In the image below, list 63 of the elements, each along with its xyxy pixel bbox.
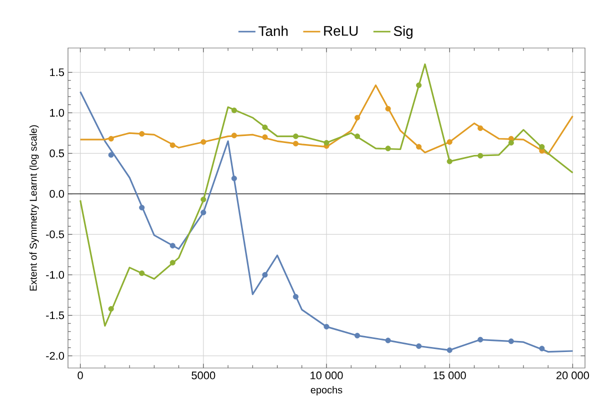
point — [292, 294, 299, 300]
y-tick-label: -0.5 — [46, 230, 64, 238]
point — [478, 336, 484, 342]
y-tick-label: -1.0 — [46, 270, 64, 279]
point — [231, 108, 237, 114]
point — [231, 132, 237, 138]
point — [200, 210, 206, 216]
point — [446, 158, 452, 164]
point — [539, 346, 545, 352]
y-tick-label: 0.0 — [50, 190, 64, 198]
point — [139, 204, 145, 210]
point — [200, 196, 206, 202]
point — [385, 338, 391, 344]
point — [231, 176, 237, 182]
y-tick-label: 1.0 — [50, 108, 64, 117]
point — [108, 306, 114, 312]
point — [446, 139, 452, 145]
point — [508, 140, 514, 146]
y-tick-label: -1.5 — [46, 312, 64, 320]
point — [416, 82, 422, 88]
point — [170, 142, 176, 148]
point — [539, 144, 545, 150]
x-tick-label: 0 — [78, 372, 83, 380]
legend-label: Tanh — [258, 26, 288, 36]
point — [385, 106, 391, 112]
x-tick-label: 10 000 — [310, 372, 343, 380]
point — [170, 260, 176, 266]
point — [385, 146, 391, 152]
y-tick-label: 0.5 — [50, 149, 64, 158]
point — [416, 343, 422, 349]
x-axis-title: epochs — [310, 386, 342, 396]
point — [416, 144, 422, 150]
point — [324, 140, 330, 146]
point — [446, 347, 452, 353]
point — [139, 131, 145, 137]
line-series — [80, 63, 574, 327]
point — [478, 125, 484, 131]
point — [108, 152, 114, 158]
y-axis-title: Extent of Symmetry Learnt (log scale) — [29, 125, 39, 291]
point — [354, 134, 360, 140]
point — [508, 338, 514, 344]
point — [262, 134, 268, 140]
y-tick-label: -2.0 — [46, 352, 64, 360]
point — [170, 242, 176, 248]
point — [292, 134, 299, 140]
x-tick-label: 5000 — [192, 372, 216, 380]
x-tick-label: 15 000 — [434, 372, 466, 380]
line-series — [80, 90, 574, 353]
y-tick-label: 1.5 — [50, 68, 64, 76]
point — [324, 324, 330, 330]
point — [262, 124, 268, 130]
point — [139, 270, 145, 276]
legend-label: ReLU — [324, 26, 358, 36]
point — [478, 152, 484, 159]
point — [292, 140, 299, 146]
line-series — [80, 84, 574, 155]
point — [354, 114, 360, 120]
point — [108, 136, 114, 142]
x-tick-label: 20 000 — [556, 372, 589, 380]
point — [200, 139, 206, 145]
point — [354, 332, 360, 338]
legend-label: Sig — [394, 26, 412, 39]
point — [262, 272, 268, 278]
